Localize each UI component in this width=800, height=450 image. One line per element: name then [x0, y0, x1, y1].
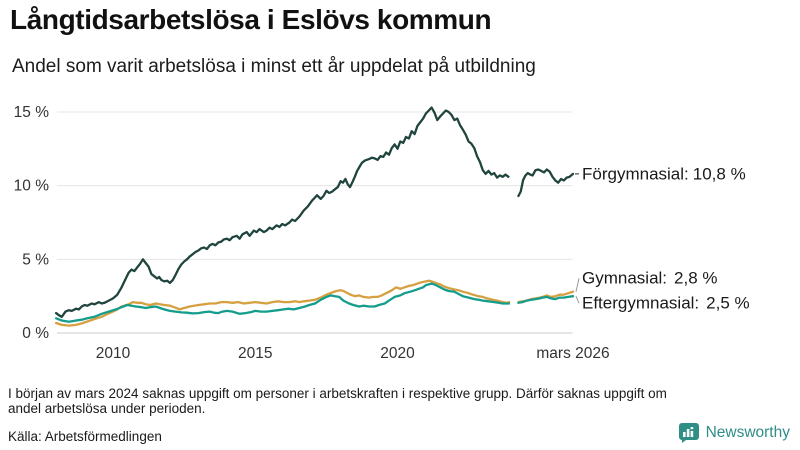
- series-line-eftergymnasial: [54, 282, 511, 323]
- newsworthy-branding: Newsworthy: [678, 422, 790, 444]
- y-axis-tick-label: 15 %: [14, 104, 50, 121]
- series-end-label: Gymnasial: 2,8 %: [582, 269, 718, 288]
- series-line-förgymnasial: [517, 168, 575, 198]
- series-line-eftergymnasial: [517, 295, 575, 304]
- x-axis-tick-label: mars 2026: [536, 345, 609, 362]
- source-label: Källa: Arbetsförmedlingen: [8, 429, 162, 444]
- chart-subtitle: Andel som varit arbetslösa i minst ett å…: [12, 56, 536, 77]
- footnote-line-2: andel arbetslösa under perioden.: [8, 401, 206, 416]
- chart-title: Långtidsarbetslösa i Eslövs kommun: [10, 4, 492, 35]
- y-axis-tick-label: 0 %: [22, 325, 49, 342]
- series-end-label: Eftergymnasial: 2,5 %: [582, 294, 750, 313]
- series-line-förgymnasial: [54, 106, 510, 318]
- x-axis-tick-label: 2015: [238, 345, 272, 362]
- label-connector: [575, 295, 580, 304]
- y-axis-tick-label: 10 %: [14, 178, 50, 195]
- line-chart: 0 % 5 % 10 % 15 % 2010 2015 2020 mars 2026 Förgy…: [14, 104, 750, 362]
- x-axis-tick-label: 2020: [380, 345, 415, 362]
- chart-footnote: I början av mars 2024 saknas uppgift om …: [8, 386, 792, 416]
- newsworthy-logo-icon: [678, 423, 699, 443]
- footnote-line-1: I början av mars 2024 saknas uppgift om …: [8, 386, 667, 401]
- series-line-gymnasial: [54, 279, 511, 327]
- y-axis-tick-label: 5 %: [22, 251, 49, 268]
- newsworthy-wordmark: Newsworthy: [705, 424, 790, 441]
- x-axis-tick-label: 2010: [96, 345, 131, 362]
- series-end-label: Förgymnasial: 10,8 %: [582, 164, 746, 183]
- label-connector: [575, 278, 580, 292]
